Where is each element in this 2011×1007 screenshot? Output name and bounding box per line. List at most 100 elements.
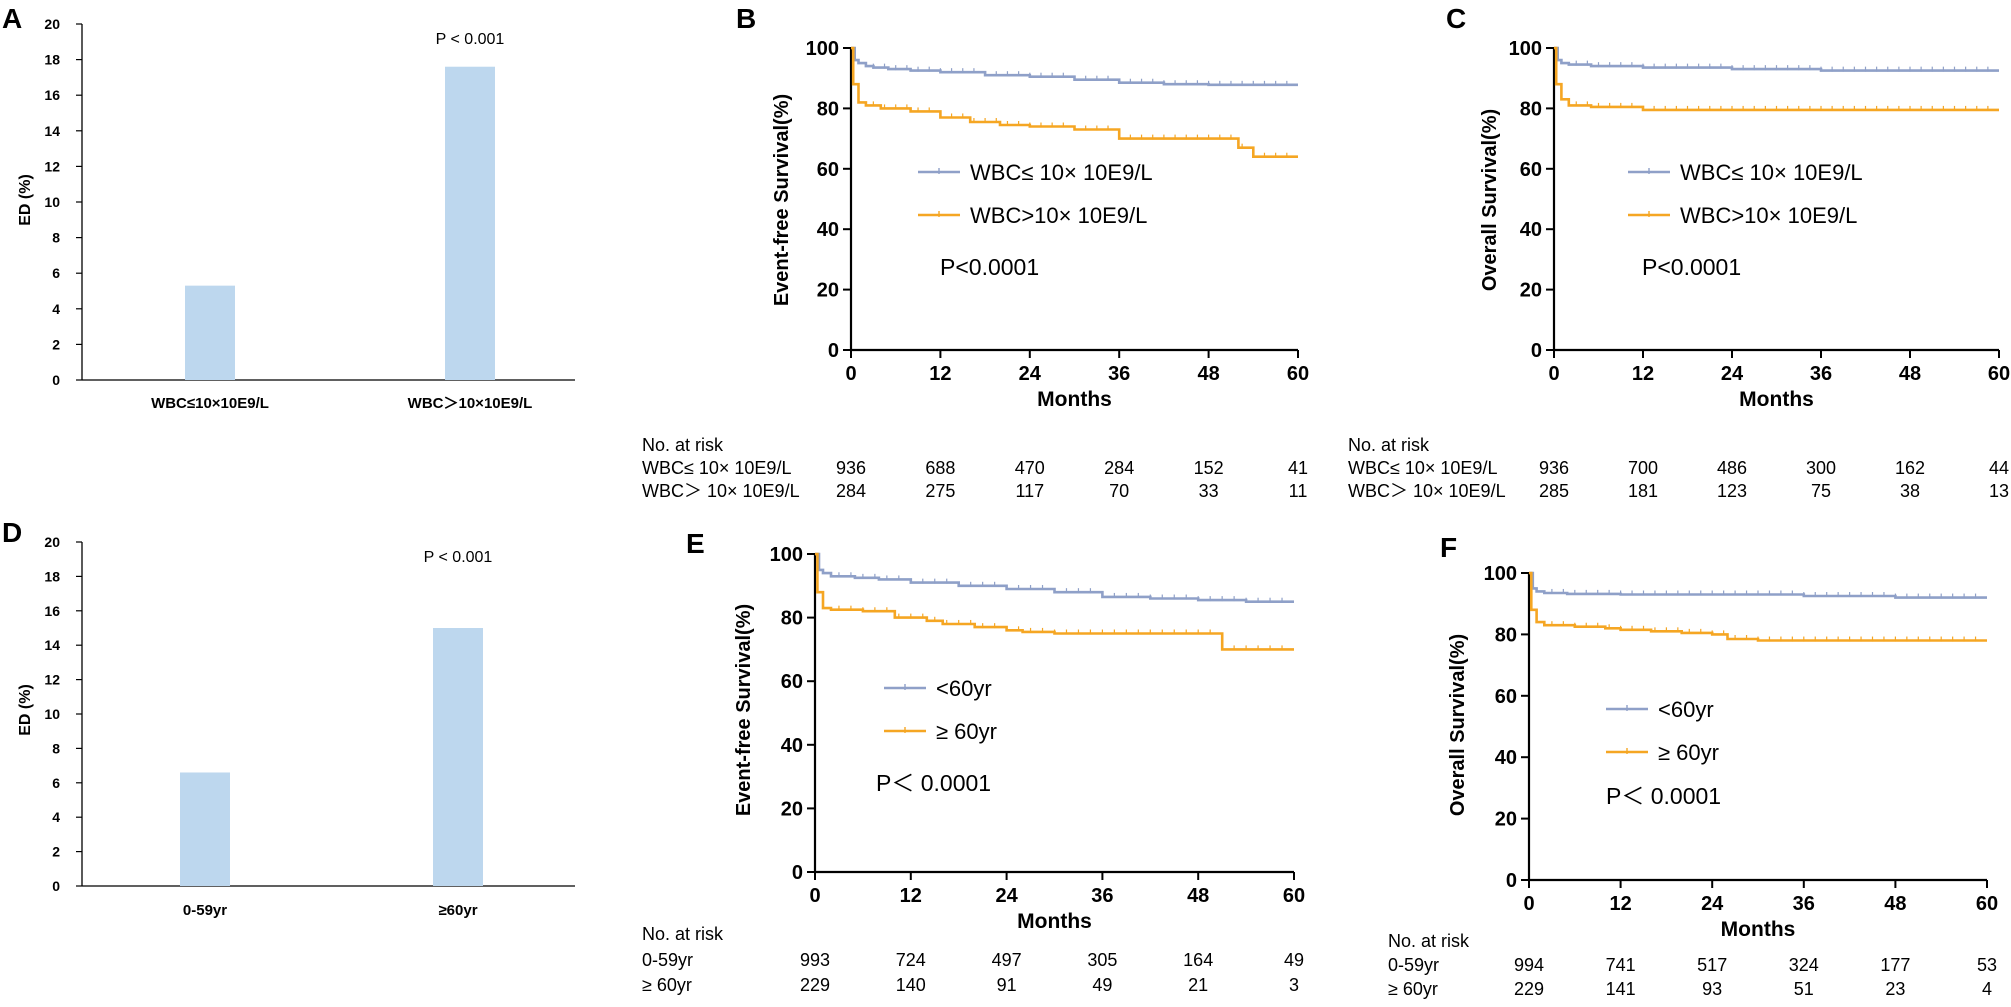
p-value-annotation: P<0.0001: [940, 254, 1039, 280]
legend-label-1: <60yr: [1658, 697, 1714, 722]
y-tick-label: 100: [1509, 38, 1542, 60]
y-axis-label: ED (%): [17, 174, 34, 226]
censor-marks-2: [1575, 101, 1989, 111]
y-tick-label: 0: [1531, 340, 1542, 362]
x-tick-label: 0: [1523, 893, 1534, 915]
risk-count: 23: [1885, 979, 1905, 999]
survival-curve-2: [851, 46, 1298, 158]
y-tick-label: 20: [781, 798, 803, 820]
y-tick-label: 60: [1495, 686, 1517, 708]
y-tick-label: 40: [1520, 219, 1542, 241]
censor-marks-2: [838, 605, 1283, 651]
y-tick-label: 0: [828, 340, 839, 362]
risk-count: 141: [1606, 979, 1636, 999]
bar-1: [180, 772, 230, 886]
risk-table-header: No. at risk: [642, 435, 724, 455]
panel-e: E 0 20 40 60 80 100 0 12 24 36 48 60 Months Event-free…: [642, 528, 1305, 995]
risk-row-label: ≥ 60yr: [1388, 979, 1438, 999]
risk-row-label: 0-59yr: [1388, 955, 1439, 975]
panel-c: C 0 20 40 60 80 100 0 12 24 36 48 60 Months Overall Su…: [1348, 3, 2010, 501]
censor-marks-2: [1551, 621, 1977, 642]
risk-table-header: No. at risk: [1388, 931, 1470, 951]
x-tick-label: 24: [1019, 363, 1042, 385]
y-tick-label: 0: [1506, 870, 1517, 892]
x-tick-label: 24: [1701, 893, 1724, 915]
survival-curve-2: [1554, 46, 1999, 112]
x-tick-label: 12: [900, 885, 922, 907]
x-tick-label: 48: [1884, 893, 1906, 915]
risk-row-label: WBC≤ 10× 10E9/L: [642, 458, 791, 478]
risk-row-label: ≥ 60yr: [642, 975, 692, 995]
p-value-annotation: P < 0.001: [424, 549, 493, 566]
legend-label-2: ≥ 60yr: [1658, 740, 1719, 765]
panel-letter: C: [1446, 3, 1466, 34]
y-tick-label: 80: [1520, 98, 1542, 120]
risk-count: 305: [1087, 950, 1117, 970]
p-value-annotation: P<0.0001: [1642, 254, 1741, 280]
risk-count: 700: [1628, 458, 1658, 478]
risk-count: 44: [1989, 458, 2009, 478]
y-tick-label: 20: [1520, 280, 1542, 302]
y-tick-label: 4: [52, 301, 60, 317]
y-tick-label: 16: [44, 603, 60, 619]
censor-marks-1: [872, 63, 1288, 86]
x-tick-label: 48: [1899, 363, 1921, 385]
risk-table-header: No. at risk: [642, 924, 724, 944]
y-tick-label: 14: [44, 123, 60, 139]
y-tick-label: 8: [52, 230, 60, 246]
risk-count: 11: [1289, 481, 1308, 501]
risk-count: 517: [1697, 955, 1727, 975]
y-tick-label: 40: [781, 735, 803, 757]
y-tick-label: 40: [1495, 747, 1517, 769]
risk-count: 324: [1789, 955, 1819, 975]
y-tick-label: 2: [52, 844, 60, 860]
x-tick-label: 12: [1609, 893, 1631, 915]
x-tick-label: 60: [1287, 363, 1309, 385]
risk-count: 164: [1183, 950, 1213, 970]
risk-count: 993: [800, 950, 830, 970]
risk-count: 140: [896, 975, 926, 995]
censor-marks-1: [838, 572, 1283, 603]
risk-count: 49: [1092, 975, 1112, 995]
risk-count: 275: [925, 481, 955, 501]
survival-curve-1: [1529, 571, 1987, 599]
x-tick-label: 36: [1793, 893, 1815, 915]
y-tick-label: 0: [52, 878, 60, 894]
risk-count: 284: [1104, 458, 1134, 478]
censor-marks-1: [1551, 588, 1977, 599]
y-tick-label: 20: [44, 16, 60, 32]
risk-row-label: WBC＞ 10× 10E9/L: [1348, 481, 1506, 501]
y-tick-label: 18: [44, 568, 60, 584]
y-tick-label: 100: [806, 38, 839, 60]
x-tick-label: 48: [1197, 363, 1219, 385]
x-tick-label: 60: [1283, 885, 1305, 907]
category-label: WBC＞10×10E9/L: [408, 395, 533, 412]
risk-count: 300: [1806, 458, 1836, 478]
x-tick-label: 36: [1810, 363, 1832, 385]
category-label: ≥60yr: [438, 902, 477, 919]
risk-count: 21: [1188, 975, 1208, 995]
x-tick-label: 12: [929, 363, 951, 385]
panel-letter: A: [2, 3, 22, 34]
y-tick-label: 40: [817, 219, 839, 241]
censor-marks-2: [872, 101, 1288, 158]
risk-count: 51: [1794, 979, 1814, 999]
y-tick-label: 12: [44, 672, 60, 688]
risk-count: 470: [1015, 458, 1045, 478]
y-tick-label: 80: [817, 98, 839, 120]
risk-count: 486: [1717, 458, 1747, 478]
panel-letter: B: [736, 3, 756, 34]
panel-b: B 0 20 40 60 80 100 0 12 24 36 48 60 Months Event-free…: [642, 3, 1309, 501]
p-value-annotation: P＜ 0.0001: [1606, 783, 1721, 809]
y-tick-label: 16: [44, 87, 60, 103]
x-tick-label: 60: [1976, 893, 1998, 915]
y-tick-label: 18: [44, 52, 60, 68]
panel-letter: D: [2, 517, 22, 548]
risk-count: 741: [1606, 955, 1636, 975]
risk-count: 724: [896, 950, 926, 970]
risk-count: 70: [1109, 481, 1129, 501]
x-tick-label: 48: [1187, 885, 1209, 907]
x-tick-label: 0: [809, 885, 820, 907]
risk-count: 117: [1015, 481, 1044, 501]
